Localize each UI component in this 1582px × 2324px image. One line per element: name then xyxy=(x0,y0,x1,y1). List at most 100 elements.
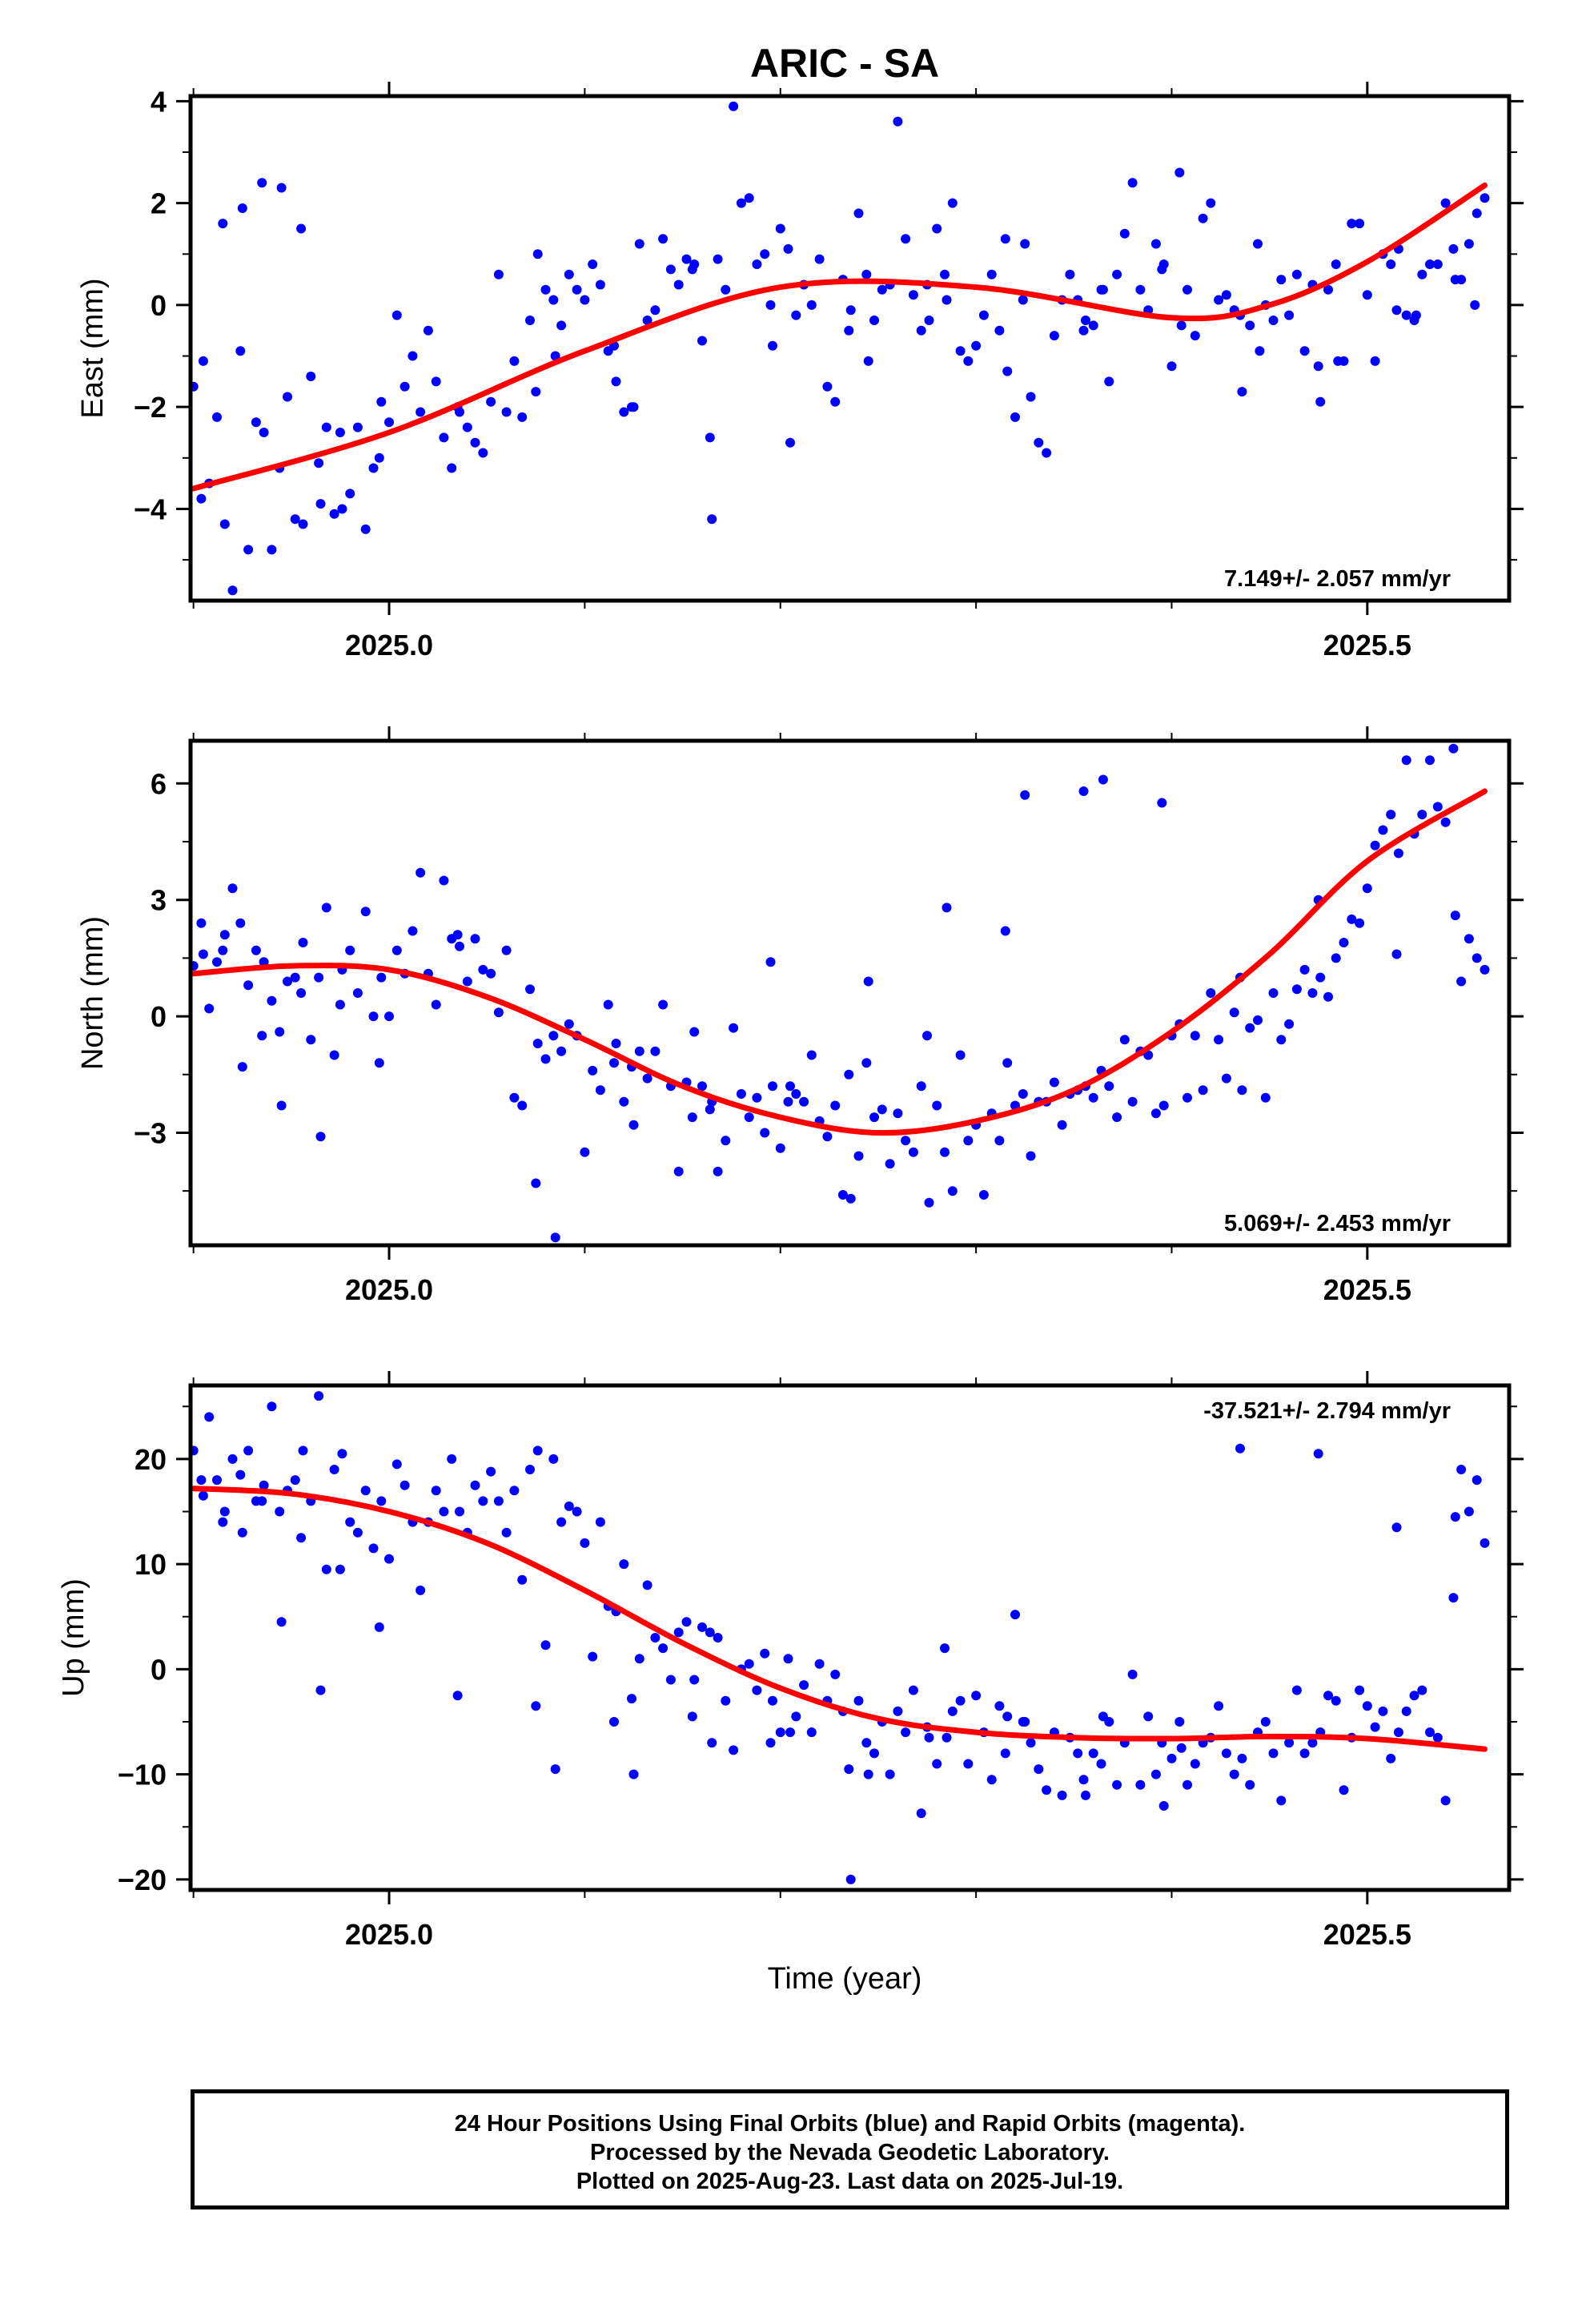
north-data-point xyxy=(408,926,418,936)
north-data-point xyxy=(1020,790,1030,800)
up-data-point xyxy=(1393,1727,1403,1738)
north-data-point xyxy=(650,1046,661,1056)
up-data-point xyxy=(572,1506,582,1517)
up-data-point xyxy=(1355,1685,1365,1695)
up-data-point xyxy=(642,1580,652,1590)
east-panel: 2025.0 2025.5 −4 −2 0 2 4 East (mm) 7.149+/- 2… xyxy=(76,82,1524,661)
up-data-point xyxy=(1409,1691,1419,1701)
north-data-point xyxy=(697,1081,707,1092)
east-data-points xyxy=(191,101,1490,596)
east-data-point xyxy=(1190,331,1200,341)
north-data-point xyxy=(1456,976,1467,987)
up-data-point xyxy=(799,1680,809,1691)
north-data-point xyxy=(885,1159,895,1169)
north-data-point xyxy=(837,1190,848,1200)
east-data-point xyxy=(306,372,316,381)
east-data-point xyxy=(1081,316,1090,325)
up-data-point xyxy=(863,1769,873,1779)
up-data-point xyxy=(619,1559,629,1570)
north-data-point xyxy=(452,930,463,940)
north-data-point xyxy=(329,1050,339,1060)
north-data-point xyxy=(687,1112,697,1123)
east-data-point xyxy=(760,249,770,259)
north-data-point xyxy=(196,918,207,928)
up-data-point xyxy=(1096,1759,1106,1769)
north-data-point xyxy=(768,1081,777,1092)
up-data-point xyxy=(1378,1706,1388,1716)
north-data-point xyxy=(1150,1108,1161,1119)
up-data-point xyxy=(1417,1685,1427,1695)
north-axis-label: North (mm) xyxy=(76,916,110,1070)
east-data-point xyxy=(196,493,207,504)
up-data-point xyxy=(564,1501,574,1511)
north-data-point xyxy=(908,1147,918,1157)
north-data-point xyxy=(1464,934,1474,944)
up-data-point xyxy=(1448,1593,1459,1603)
east-data-point xyxy=(267,545,277,555)
east-data-point xyxy=(550,351,560,361)
east-data-point xyxy=(942,295,952,305)
north-data-point xyxy=(1143,1050,1154,1060)
north-data-point xyxy=(439,875,449,886)
up-data-point xyxy=(994,1701,1005,1711)
up-data-point xyxy=(853,1695,864,1706)
north-data-point xyxy=(634,1046,644,1056)
up-data-point xyxy=(893,1706,903,1716)
up-data-point xyxy=(525,1465,535,1474)
north-data-point xyxy=(609,1058,619,1068)
up-data-point xyxy=(1143,1711,1154,1722)
east-data-point xyxy=(940,269,950,279)
east-data-point xyxy=(391,310,402,320)
east-data-point xyxy=(736,198,746,208)
east-data-point xyxy=(439,432,449,443)
east-data-point xyxy=(423,325,433,336)
up-data-point xyxy=(1370,1722,1380,1732)
up-data-point xyxy=(1221,1748,1231,1759)
up-data-point xyxy=(237,1527,247,1538)
up-data-point xyxy=(609,1717,619,1727)
east-data-point xyxy=(1000,234,1010,244)
up-data-point xyxy=(1307,1738,1318,1748)
north-data-point xyxy=(1088,1092,1098,1103)
east-data-point xyxy=(517,412,528,422)
up-data-point xyxy=(1135,1779,1146,1790)
east-data-point xyxy=(1448,243,1459,254)
north-data-point xyxy=(783,1096,793,1107)
east-plot-frame xyxy=(188,94,1512,603)
east-data-point xyxy=(1480,193,1490,203)
chart-title: ARIC - SA xyxy=(750,41,939,86)
north-data-point xyxy=(806,1050,817,1060)
east-data-point xyxy=(540,284,551,295)
up-data-point xyxy=(1464,1506,1474,1517)
east-data-point xyxy=(785,437,795,448)
north-data-point xyxy=(1331,953,1341,963)
up-data-point xyxy=(219,1506,230,1517)
north-data-point xyxy=(1440,817,1451,827)
north-data-point xyxy=(321,903,331,913)
east-data-point xyxy=(1450,275,1460,285)
up-data-point xyxy=(1002,1711,1013,1722)
east-data-point xyxy=(994,325,1005,336)
north-data-point xyxy=(955,1050,966,1060)
up-data-point xyxy=(947,1706,958,1716)
east-rate-label: 7.149+/- 2.057 mm/yr xyxy=(1224,566,1451,592)
up-data-point xyxy=(1042,1785,1052,1795)
up-y-tick-label: −20 xyxy=(118,1864,167,1896)
east-data-point xyxy=(1127,178,1138,188)
up-data-point xyxy=(315,1685,326,1695)
up-data-point xyxy=(204,1412,215,1422)
north-data-point xyxy=(374,1058,384,1068)
up-data-point xyxy=(1127,1669,1138,1679)
up-data-point xyxy=(1073,1748,1083,1759)
east-data-point xyxy=(642,316,652,325)
north-data-point xyxy=(1307,988,1318,998)
up-data-point xyxy=(634,1654,644,1664)
east-data-point xyxy=(853,208,864,219)
north-data-point xyxy=(548,1031,559,1041)
north-data-point xyxy=(1268,988,1279,998)
up-data-point xyxy=(486,1466,496,1477)
east-data-point xyxy=(673,279,684,290)
north-fit-line xyxy=(191,788,1488,1136)
east-data-point xyxy=(1284,310,1295,320)
